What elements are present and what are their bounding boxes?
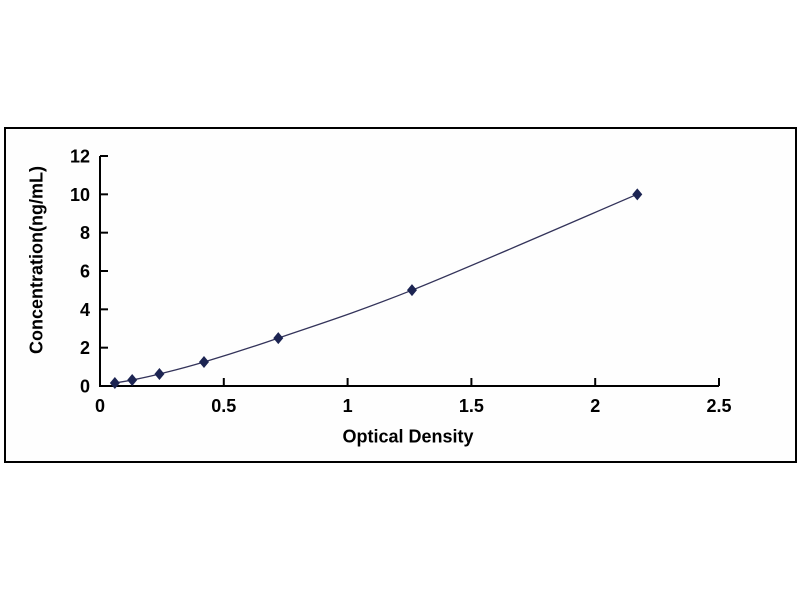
y-tick-label: 10	[70, 185, 90, 205]
data-point-marker	[154, 368, 165, 381]
x-tick-label: 2.5	[706, 396, 731, 416]
x-axis-title: Optical Density	[342, 426, 474, 447]
plot-area: 0 2 4 6 8 10 12 0 0.5 1 1.5 2 2.5	[70, 147, 732, 417]
y-tick-label: 12	[70, 147, 90, 167]
x-tick-label: 2	[590, 396, 600, 416]
y-tick-label: 2	[80, 338, 90, 358]
standard-curve-chart: 0 2 4 6 8 10 12 0 0.5 1 1.5 2 2.5 Concentration(ng/m…	[4, 127, 797, 463]
y-tick-label: 0	[80, 377, 90, 397]
axes	[99, 156, 719, 387]
data-point-marker	[406, 284, 417, 297]
y-tick-label: 6	[80, 262, 90, 282]
x-tick-label: 1	[343, 396, 353, 416]
data-point-marker	[632, 188, 643, 201]
data-point-marker	[127, 374, 138, 387]
data-point-marker	[273, 332, 284, 345]
y-axis-title: Concentration(ng/mL)	[26, 166, 47, 354]
x-tick-label: 1.5	[459, 396, 484, 416]
series-line	[114, 193, 638, 384]
y-tick-label: 4	[80, 300, 90, 320]
x-tick-label: 0	[95, 396, 105, 416]
y-tick-label: 8	[80, 223, 90, 243]
data-point-marker	[109, 377, 120, 390]
data-point-marker	[198, 356, 209, 369]
x-tick-label: 0.5	[211, 396, 236, 416]
